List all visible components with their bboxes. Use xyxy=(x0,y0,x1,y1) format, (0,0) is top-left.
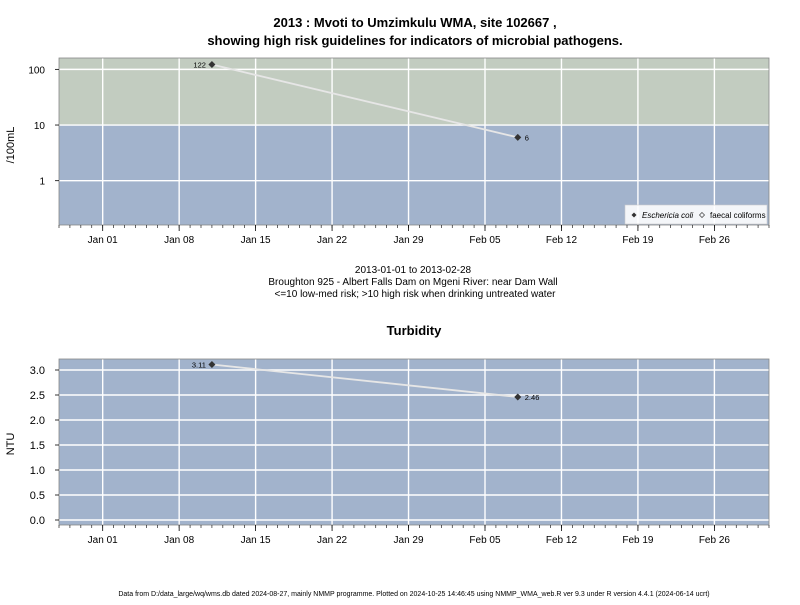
data-point-marker xyxy=(208,61,216,69)
x-tick-label: Feb 12 xyxy=(546,235,578,246)
x-tick-label: Feb 26 xyxy=(699,535,731,546)
x-tick-label: Jan 15 xyxy=(241,535,271,546)
legend-marker-ecoli xyxy=(631,212,637,218)
y-tick-label: 0.0 xyxy=(30,515,45,527)
legend-marker-faecal xyxy=(698,211,706,219)
caption-site: Broughton 925 - Albert Falls Dam on Mgen… xyxy=(268,277,557,288)
x-tick-label: Feb 19 xyxy=(622,535,654,546)
high-risk-band xyxy=(59,58,769,126)
caption-guideline: <=10 low-med risk; >10 high risk when dr… xyxy=(275,289,557,300)
x-tick-label: Feb 26 xyxy=(699,235,731,246)
plot-frame xyxy=(58,358,770,526)
y-tick-label: 2.0 xyxy=(30,415,45,427)
x-tick-label: Jan 29 xyxy=(394,535,424,546)
y-tick-label: 3.0 xyxy=(30,365,45,377)
plot-background xyxy=(59,359,769,525)
x-tick-label: Feb 12 xyxy=(546,535,578,546)
data-label: 2.46 xyxy=(525,393,540,402)
caption-date-range: 2013-01-01 to 2013-02-28 xyxy=(355,265,472,276)
x-tick-label: Feb 19 xyxy=(622,235,654,246)
data-point-marker xyxy=(208,361,216,368)
y-tick-label: 0.5 xyxy=(30,490,45,502)
data-label: 122 xyxy=(193,61,206,70)
data-label: 6 xyxy=(525,133,529,142)
turbidity-title: Turbidity xyxy=(387,323,442,338)
y-tick-label: 10 xyxy=(34,121,46,132)
x-tick-label: Jan 08 xyxy=(164,535,194,546)
y-tick-label: 1.0 xyxy=(30,465,45,477)
turbidity-panel: 0.0 0.5 1.0 1.5 2.0 2.5 3.0 Jan 01 Jan 08 Jan 15 J… xyxy=(5,358,770,546)
legend-label-faecal: faecal coliforms xyxy=(710,211,766,220)
y-axis-label: /100mL xyxy=(5,127,17,164)
y-tick-label: 100 xyxy=(28,65,45,76)
x-tick-label: Feb 05 xyxy=(469,535,501,546)
x-tick-label: Jan 08 xyxy=(164,235,194,246)
series-line xyxy=(211,63,518,139)
y-tick-label: 1.5 xyxy=(30,440,45,452)
x-tick-label: Feb 05 xyxy=(469,235,501,246)
plot-frame xyxy=(58,57,770,226)
microbial-panel: 1 10 100 Jan 01 Jan 08 Jan 15 Jan 22 Jan 29 Feb … xyxy=(5,57,770,246)
chart-title-line-1: 2013 : Mvoti to Umzimkulu WMA, site 1026… xyxy=(273,15,556,30)
x-tick-label: Jan 22 xyxy=(317,235,347,246)
data-point-marker xyxy=(514,133,522,141)
series-line xyxy=(211,363,518,398)
legend-box xyxy=(624,204,768,225)
y-tick-label: 2.5 xyxy=(30,390,45,402)
data-point-marker xyxy=(514,393,522,401)
x-tick-label: Jan 22 xyxy=(317,535,347,546)
footer-note: Data from D:/data_large/wq/wms.db dated … xyxy=(118,591,709,598)
data-label: 3.11 xyxy=(192,361,206,370)
y-tick-label: 1 xyxy=(39,177,45,188)
chart-title-line-2: showing high risk guidelines for indicat… xyxy=(207,33,622,48)
y-axis-label: NTU xyxy=(5,433,17,456)
x-tick-label: Jan 01 xyxy=(88,535,118,546)
x-tick-label: Jan 15 xyxy=(241,235,271,246)
x-tick-label: Jan 29 xyxy=(394,235,424,246)
x-tick-label: Jan 01 xyxy=(88,235,118,246)
legend-label-ecoli: Eschericia coli xyxy=(642,211,693,220)
